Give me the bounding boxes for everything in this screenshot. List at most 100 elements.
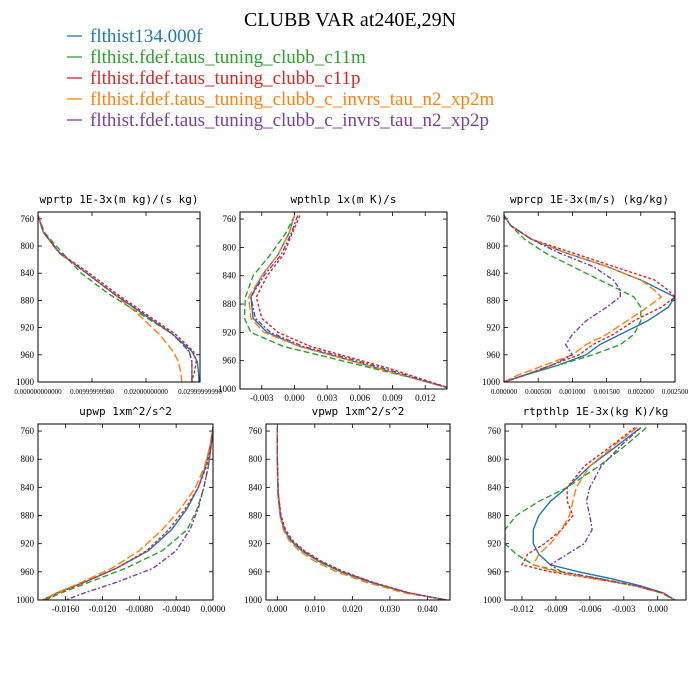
legend-entry: flthist.fdef.taus_tuning_clubb_c_invrs_t…	[90, 89, 494, 110]
plot-frame	[239, 211, 448, 390]
series-line-3	[44, 427, 213, 600]
y-tick-label: 840	[249, 482, 263, 492]
x-tick-label: 0.001500	[593, 388, 620, 396]
y-tick-label: 760	[21, 426, 35, 436]
panels: wprtp 1E-3x(m kg)/(s kg) 760 800 840 880 920 9…	[14, 193, 688, 614]
subplot-title: wprcp 1E-3x(m/s) (kg/kg)	[510, 193, 669, 206]
y-tick-label: 1000	[244, 595, 263, 605]
legend-entry: flthist.fdef.taus_tuning_clubb_c_invrs_t…	[90, 110, 489, 131]
subplot-2: wpthlp 1x(m K)/s 760 800 840 880 920 960 1000 -0…	[218, 193, 448, 403]
series-line-4	[276, 427, 447, 600]
y-tick-label: 840	[488, 482, 502, 492]
legend-entry: flthist134.000f	[90, 26, 203, 47]
y-tick-label: 920	[223, 327, 237, 337]
y-tick-label: 840	[21, 482, 35, 492]
x-tick-label: 0.003	[317, 393, 338, 403]
x-tick-label: 0.0000	[201, 604, 226, 614]
x-tick-label: 0.012	[415, 393, 435, 403]
series-line-2	[243, 215, 447, 389]
x-tick-label: -0.0160	[52, 604, 80, 614]
y-tick-label: 920	[488, 539, 502, 549]
plot-frame	[504, 423, 687, 601]
x-tick-label: 0.010	[305, 604, 326, 614]
y-tick-label: 880	[488, 511, 502, 521]
x-tick-label: 0.000000000000	[14, 388, 62, 396]
subplot-title: rtpthlp 1E-3x(kg K)/kg	[523, 405, 669, 418]
series-line-4	[504, 215, 663, 382]
series-line-5	[548, 426, 676, 600]
series-line-3	[255, 215, 447, 388]
series-line-5	[250, 215, 447, 389]
plot-frame	[265, 423, 451, 601]
x-tick-label: 0.000	[267, 604, 288, 614]
subplot-title: upwp 1xm^2/s^2	[79, 405, 172, 418]
y-tick-label: 1000	[16, 377, 35, 387]
series-line-5	[276, 427, 447, 600]
subplot-title: vpwp 1xm^2/s^2	[312, 405, 405, 418]
series-line-5	[38, 215, 193, 382]
subplot-5: vpwp 1xm^2/s^2 760 800 840 880 920 960 1000 0.00…	[244, 405, 451, 614]
series-line-1	[532, 426, 676, 600]
x-tick-label: 0.00999999980	[70, 388, 114, 396]
x-tick-label: -0.0120	[89, 604, 117, 614]
subplot-title: wpthlp 1x(m K)/s	[291, 193, 397, 206]
y-tick-label: 960	[21, 567, 35, 577]
x-tick-label: -0.003	[250, 393, 274, 403]
series-line-1	[42, 427, 213, 600]
y-tick-label: 960	[488, 567, 502, 577]
y-tick-label: 800	[21, 241, 35, 251]
series-line-5	[65, 427, 213, 600]
y-tick-label: 960	[21, 350, 35, 360]
x-tick-label: -0.0040	[162, 604, 190, 614]
y-tick-label: 840	[223, 271, 237, 281]
legend: flthist134.000fflthist.fdef.taus_tuning_…	[67, 26, 494, 131]
y-tick-label: 800	[223, 242, 237, 252]
y-tick-label: 920	[21, 323, 35, 333]
series-line-4	[38, 215, 183, 382]
y-tick-label: 880	[223, 299, 237, 309]
y-tick-label: 760	[487, 214, 501, 224]
x-tick-label: 0.000000	[491, 388, 518, 396]
y-tick-label: 880	[21, 511, 35, 521]
series-line-3	[520, 426, 676, 600]
series-line-4	[247, 215, 447, 389]
x-tick-label: 0.000500	[525, 388, 552, 396]
x-tick-label: -0.0080	[125, 604, 153, 614]
subplot-1: wprtp 1E-3x(m kg)/(s kg) 760 800 840 880 920 9…	[14, 193, 222, 396]
x-tick-label: 0.002500	[662, 388, 689, 396]
x-tick-label: 0.02999999990	[178, 388, 222, 396]
x-tick-label: 0.000	[284, 393, 305, 403]
y-tick-label: 840	[487, 268, 501, 278]
y-tick-label: 760	[223, 214, 237, 224]
x-tick-label: -0.006	[578, 604, 602, 614]
x-tick-label: -0.003	[612, 604, 636, 614]
x-tick-label: -0.009	[544, 604, 568, 614]
figure-title: CLUBB VAR at240E,29N	[244, 9, 456, 31]
series-line-2	[276, 427, 447, 600]
y-tick-label: 800	[487, 241, 501, 251]
series-line-4	[42, 427, 213, 600]
series-line-2	[45, 427, 213, 600]
y-tick-label: 920	[249, 539, 263, 549]
y-tick-label: 960	[223, 356, 237, 366]
y-tick-label: 760	[21, 214, 35, 224]
subplot-title: wprtp 1E-3x(m kg)/(s kg)	[40, 193, 199, 206]
y-tick-label: 1000	[483, 595, 502, 605]
legend-entry: flthist.fdef.taus_tuning_clubb_c11m	[90, 47, 366, 68]
y-tick-label: 800	[488, 454, 502, 464]
y-tick-label: 760	[249, 426, 263, 436]
series-line-3	[38, 215, 197, 382]
x-tick-label: 0.009	[382, 393, 403, 403]
y-tick-label: 800	[21, 454, 35, 464]
y-tick-label: 960	[249, 567, 263, 577]
plot-frame	[37, 423, 214, 601]
subplot-6: rtpthlp 1E-3x(kg K)/kg 760 800 840 880 920 960…	[483, 405, 687, 614]
x-tick-label: 0.002000	[628, 388, 655, 396]
x-tick-label: 0.02000000000	[124, 388, 168, 396]
x-tick-label: 0.001000	[559, 388, 586, 396]
legend-entry: flthist.fdef.taus_tuning_clubb_c11p	[90, 68, 361, 89]
x-tick-label: 0.030	[380, 604, 401, 614]
y-tick-label: 840	[21, 268, 35, 278]
y-tick-label: 1000	[482, 377, 501, 387]
